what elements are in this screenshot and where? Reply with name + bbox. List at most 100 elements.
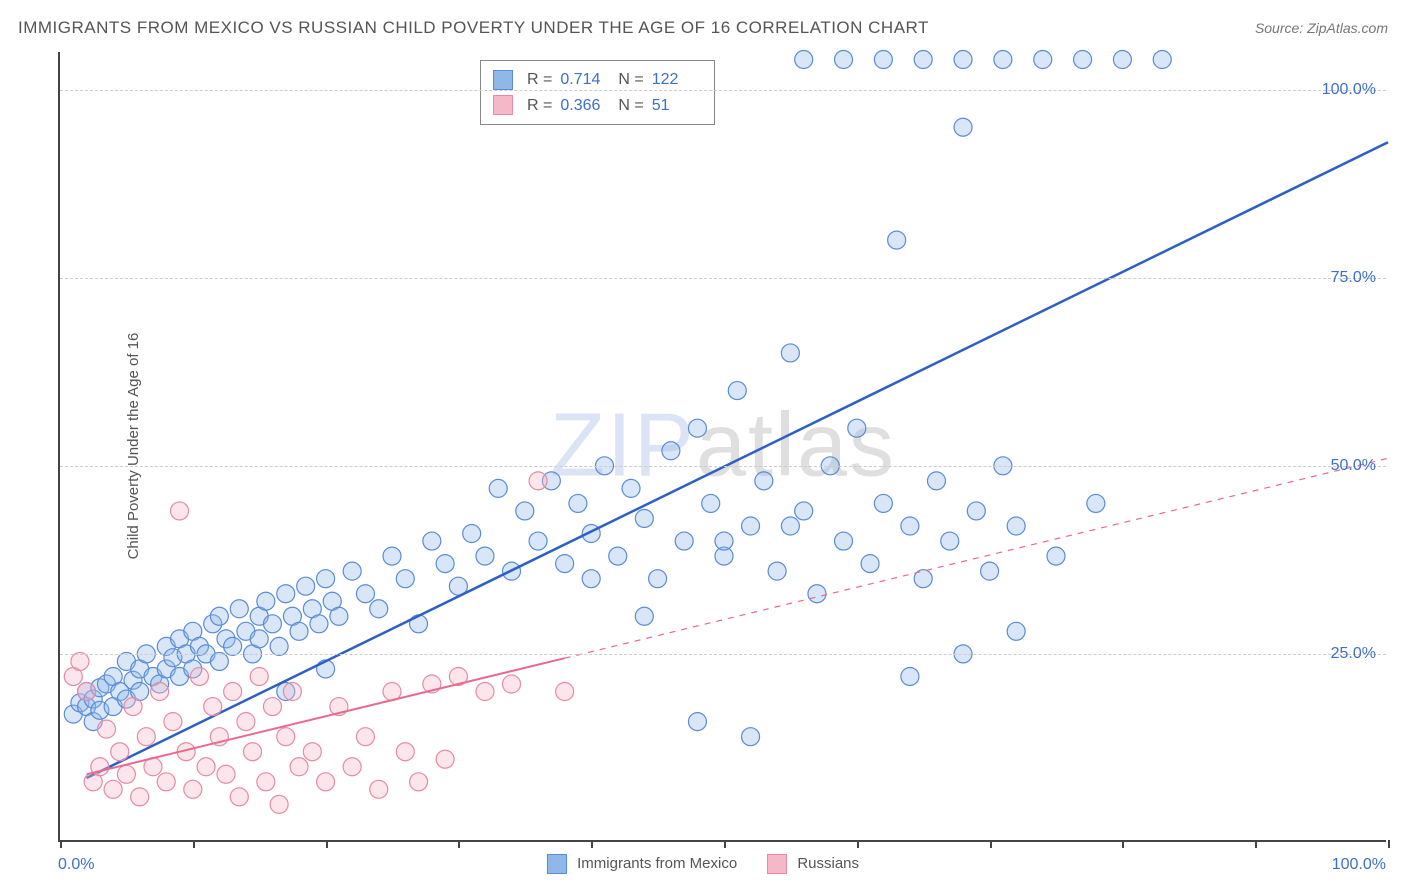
data-point — [529, 532, 547, 550]
data-point — [1153, 51, 1171, 69]
data-point — [124, 698, 142, 716]
data-point — [250, 630, 268, 648]
data-point — [263, 698, 281, 716]
data-point — [111, 743, 129, 761]
data-point — [556, 683, 574, 701]
gridline — [60, 90, 1386, 91]
data-point — [290, 622, 308, 640]
chart-title: IMMIGRANTS FROM MEXICO VS RUSSIAN CHILD … — [18, 18, 929, 38]
x-tick — [990, 840, 992, 848]
data-point — [230, 788, 248, 806]
data-point — [662, 442, 680, 460]
data-point — [941, 532, 959, 550]
data-point — [270, 795, 288, 813]
data-point — [71, 652, 89, 670]
data-point — [356, 728, 374, 746]
data-point — [224, 637, 242, 655]
x-tick — [857, 840, 859, 848]
data-point — [237, 713, 255, 731]
data-point — [210, 652, 228, 670]
gridline — [60, 278, 1386, 279]
x-tick — [1388, 840, 1390, 848]
data-point — [835, 532, 853, 550]
plot-area: ZIPatlas R = 0.714 N = 122 R = 0.366 N =… — [58, 52, 1386, 842]
data-point — [257, 592, 275, 610]
data-point — [1087, 494, 1105, 512]
data-point — [277, 728, 295, 746]
y-tick-label: 25.0% — [1331, 645, 1376, 663]
trend-line — [87, 142, 1388, 778]
legend-label-russians: Russians — [797, 855, 859, 872]
data-point — [888, 231, 906, 249]
title-bar: IMMIGRANTS FROM MEXICO VS RUSSIAN CHILD … — [18, 18, 1388, 38]
data-point — [795, 51, 813, 69]
swatch-russians-icon — [767, 854, 787, 874]
data-point — [423, 532, 441, 550]
data-point — [410, 773, 428, 791]
data-point — [343, 562, 361, 580]
data-point — [244, 743, 262, 761]
data-point — [981, 562, 999, 580]
x-tick — [60, 840, 62, 848]
data-point — [795, 502, 813, 520]
data-point — [569, 494, 587, 512]
data-point — [137, 728, 155, 746]
data-point — [476, 547, 494, 565]
data-point — [317, 773, 335, 791]
data-point — [117, 765, 135, 783]
data-point — [263, 615, 281, 633]
legend-label-mexico: Immigrants from Mexico — [577, 855, 737, 872]
y-tick-label: 100.0% — [1322, 81, 1376, 99]
data-point — [78, 683, 96, 701]
data-point — [217, 765, 235, 783]
data-point — [356, 585, 374, 603]
data-point — [317, 570, 335, 588]
data-point — [1007, 517, 1025, 535]
data-point — [688, 713, 706, 731]
data-point — [151, 683, 169, 701]
x-max-label: 100.0% — [1332, 856, 1386, 874]
x-tick — [724, 840, 726, 848]
data-point — [781, 344, 799, 362]
stat-legend: R = 0.714 N = 122 R = 0.366 N = 51 — [480, 60, 715, 125]
data-point — [742, 517, 760, 535]
data-point — [742, 728, 760, 746]
data-point — [370, 600, 388, 618]
data-point — [297, 577, 315, 595]
data-point — [874, 494, 892, 512]
data-point — [861, 555, 879, 573]
n-value-russians: 51 — [652, 93, 702, 119]
data-point — [164, 713, 182, 731]
data-point — [184, 780, 202, 798]
data-point — [529, 472, 547, 490]
data-point — [250, 667, 268, 685]
data-point — [1047, 547, 1065, 565]
data-point — [171, 502, 189, 520]
data-point — [582, 570, 600, 588]
y-tick-label: 50.0% — [1331, 457, 1376, 475]
data-point — [808, 585, 826, 603]
data-point — [330, 607, 348, 625]
data-point — [835, 51, 853, 69]
gridline — [60, 466, 1386, 467]
data-point — [954, 51, 972, 69]
swatch-mexico-icon — [547, 854, 567, 874]
data-point — [476, 683, 494, 701]
data-point — [503, 675, 521, 693]
data-point — [204, 698, 222, 716]
data-point — [768, 562, 786, 580]
trend-line-dashed — [565, 458, 1388, 658]
data-point — [396, 743, 414, 761]
data-point — [489, 479, 507, 497]
data-point — [383, 547, 401, 565]
data-point — [901, 667, 919, 685]
data-point — [728, 382, 746, 400]
data-point — [197, 758, 215, 776]
scatter-svg — [60, 52, 1386, 840]
data-point — [516, 502, 534, 520]
data-point — [1113, 51, 1131, 69]
data-point — [635, 509, 653, 527]
data-point — [410, 615, 428, 633]
data-point — [874, 51, 892, 69]
data-point — [715, 532, 733, 550]
